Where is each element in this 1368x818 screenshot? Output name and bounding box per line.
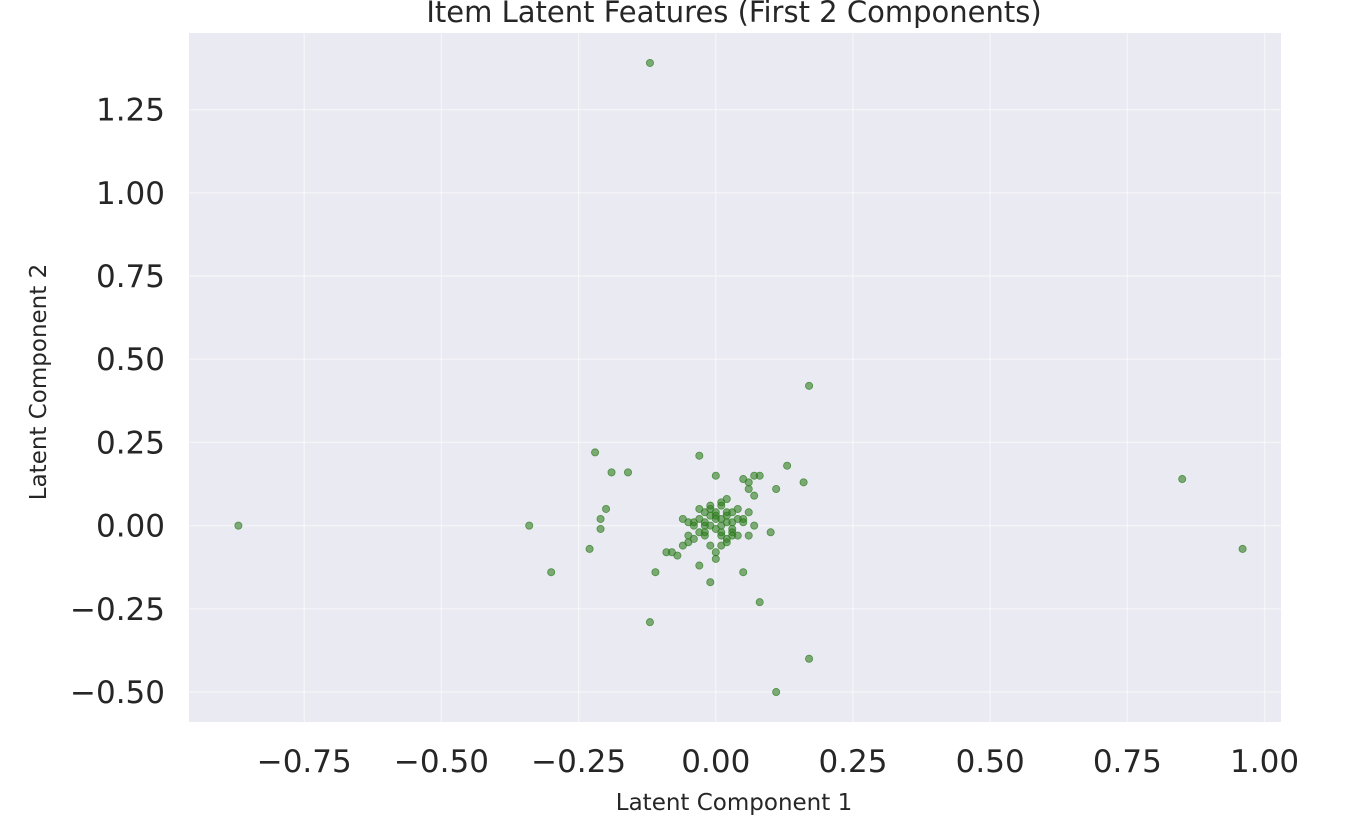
data-point [744, 485, 753, 494]
data-point [744, 478, 753, 487]
data-point [805, 381, 814, 390]
data-point [607, 468, 616, 477]
data-point [772, 485, 781, 494]
chart-title: Item Latent Features (First 2 Components… [426, 0, 1041, 29]
data-point [667, 548, 676, 557]
data-point [711, 508, 720, 517]
data-point [602, 504, 611, 513]
data-point [766, 528, 775, 537]
data-point [706, 521, 715, 530]
data-point [623, 468, 632, 477]
data-point [750, 491, 759, 500]
data-points [234, 58, 1247, 697]
data-point [717, 541, 726, 550]
x-tick-label: −0.75 [257, 744, 352, 780]
grid [189, 33, 1281, 722]
data-point [711, 554, 720, 563]
data-point [684, 518, 693, 527]
y-axis-label: Latent Component 2 [26, 264, 52, 500]
data-point [591, 448, 600, 457]
x-axis-label: Latent Component 1 [616, 790, 852, 816]
y-tick-label: −0.25 [70, 592, 165, 628]
x-tick-label: 0.25 [818, 744, 887, 780]
data-point [645, 618, 654, 627]
data-point [645, 58, 654, 67]
y-tick-label: 0.75 [96, 259, 165, 295]
data-point [728, 508, 737, 517]
data-point [1238, 544, 1247, 553]
data-point [739, 568, 748, 577]
data-point [717, 528, 726, 537]
data-point [585, 544, 594, 553]
data-point [717, 514, 726, 523]
data-point [728, 524, 737, 533]
y-tick-label: 1.00 [96, 176, 165, 212]
data-point [799, 478, 808, 487]
x-tick-label: 0.75 [1093, 744, 1162, 780]
y-tick-label: −0.50 [70, 675, 165, 711]
x-tick-label: −0.25 [531, 744, 626, 780]
data-point [651, 568, 660, 577]
data-point [728, 531, 737, 540]
data-point [678, 541, 687, 550]
y-tick-label: 0.50 [96, 342, 165, 378]
data-point [1178, 475, 1187, 484]
data-point [717, 498, 726, 507]
data-point [744, 508, 753, 517]
x-tick-label: 0.50 [956, 744, 1025, 780]
data-point [805, 654, 814, 663]
data-point [695, 561, 704, 570]
data-point [706, 501, 715, 510]
y-tick-label: 1.25 [96, 93, 165, 129]
y-tick-label: 0.25 [96, 425, 165, 461]
data-point [695, 451, 704, 460]
data-point [772, 688, 781, 697]
y-axis-ticks: −0.50 −0.25 0.00 0.25 0.50 0.75 1.00 1.25 [70, 93, 165, 711]
data-point [755, 598, 764, 607]
x-tick-label: 1.00 [1230, 744, 1299, 780]
data-point [711, 548, 720, 557]
data-point [525, 521, 534, 530]
data-point [739, 518, 748, 527]
data-point [783, 461, 792, 470]
data-point [706, 541, 715, 550]
data-point [547, 568, 556, 577]
data-point [706, 578, 715, 587]
data-point [695, 514, 704, 523]
data-point [755, 471, 764, 480]
data-point [744, 531, 753, 540]
data-point [695, 528, 704, 537]
x-axis-ticks: −0.75 −0.50 −0.25 0.00 0.25 0.50 0.75 1.00 [257, 744, 1299, 780]
data-point [596, 514, 605, 523]
data-point [234, 521, 243, 530]
data-point [689, 534, 698, 543]
x-tick-label: 0.00 [681, 744, 750, 780]
data-point [596, 524, 605, 533]
plot-area [189, 33, 1281, 722]
y-tick-label: 0.00 [96, 509, 165, 545]
data-point [750, 521, 759, 530]
data-point [711, 471, 720, 480]
x-tick-label: −0.50 [394, 744, 489, 780]
